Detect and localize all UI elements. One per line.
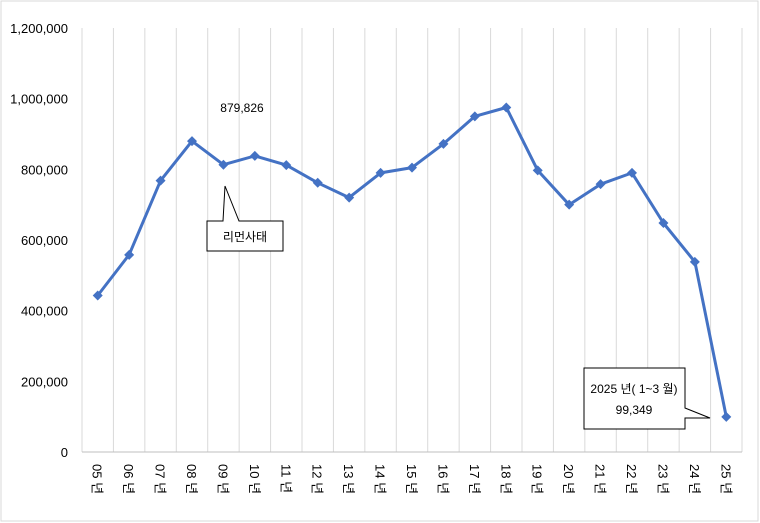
x-tick-label: 12 년	[310, 464, 325, 494]
data-point-marker	[501, 102, 512, 113]
x-tick-label: 07 년	[153, 464, 168, 494]
event-callout-box	[206, 185, 284, 252]
data-point-marker	[281, 160, 292, 171]
data-point-marker	[469, 111, 480, 122]
latest-callout: 2025 년( 1~3 월) 99,349	[583, 367, 711, 430]
y-tick-label: 0	[61, 445, 68, 460]
data-point-marker	[532, 165, 543, 176]
x-tick-label: 22 년	[624, 464, 639, 494]
data-point-marker	[407, 162, 417, 173]
data-point-marker	[312, 177, 323, 188]
data-point-marker	[124, 249, 135, 260]
x-tick-label: 08 년	[184, 464, 199, 494]
y-tick-label: 400,000	[21, 304, 68, 319]
x-tick-label: 25 년	[718, 464, 733, 494]
x-tick-label: 09 년	[215, 464, 230, 494]
x-tick-label: 21 년	[593, 464, 608, 494]
latest-callout-line2: 99,349	[616, 403, 653, 417]
vertical-gridlines	[81, 28, 743, 452]
y-axis-tick-labels: 0 200,000 400,000 600,000 800,000 1,000,000 1,…	[10, 21, 68, 460]
y-tick-label: 800,000	[21, 162, 68, 177]
x-axis-tick-labels: 05 년 06 년 07 년 08 년 09 년 10 년 11 년 12 년 13 년 14 년…	[90, 464, 734, 494]
x-tick-label: 24 년	[687, 464, 702, 494]
data-point-marker	[689, 256, 700, 267]
data-point-marker	[438, 138, 449, 149]
y-tick-label: 200,000	[21, 374, 68, 389]
x-tick-label: 16 년	[435, 464, 450, 494]
x-tick-label: 13 년	[341, 464, 356, 494]
data-point-marker	[658, 218, 669, 229]
x-tick-label: 11 년	[278, 464, 293, 493]
data-point-marker	[187, 136, 197, 147]
y-tick-label: 1,000,000	[10, 92, 68, 107]
y-tick-label: 600,000	[21, 233, 68, 248]
data-point-marker	[218, 159, 229, 170]
series-markers	[92, 102, 732, 422]
x-tick-label: 18 년	[498, 464, 513, 494]
peak-value-label: 879,826	[220, 101, 264, 115]
x-tick-label: 19 년	[530, 464, 545, 494]
x-tick-label: 10 년	[247, 464, 262, 494]
data-point-marker	[249, 150, 260, 161]
latest-callout-box	[583, 367, 711, 430]
x-tick-label: 20 년	[561, 464, 576, 494]
x-tick-label: 05 년	[90, 464, 105, 494]
data-point-marker	[92, 290, 103, 301]
data-point-marker	[155, 175, 166, 186]
data-point-marker	[721, 411, 732, 422]
data-point-marker	[564, 199, 575, 210]
x-tick-label: 06 년	[121, 464, 136, 494]
event-callout: 리먼사태	[206, 185, 284, 252]
x-tick-label: 15 년	[404, 464, 419, 494]
x-tick-label: 14 년	[373, 464, 388, 494]
data-point-marker	[627, 167, 637, 178]
latest-callout-line1: 2025 년( 1~3 월)	[590, 382, 677, 396]
x-tick-label: 23 년	[655, 464, 670, 494]
data-point-marker	[375, 167, 386, 178]
x-tick-label: 17 년	[467, 464, 482, 494]
y-tick-label: 1,200,000	[10, 21, 68, 36]
event-callout-label: 리먼사태	[223, 230, 267, 244]
data-point-marker	[344, 192, 355, 203]
data-point-marker	[595, 179, 606, 190]
